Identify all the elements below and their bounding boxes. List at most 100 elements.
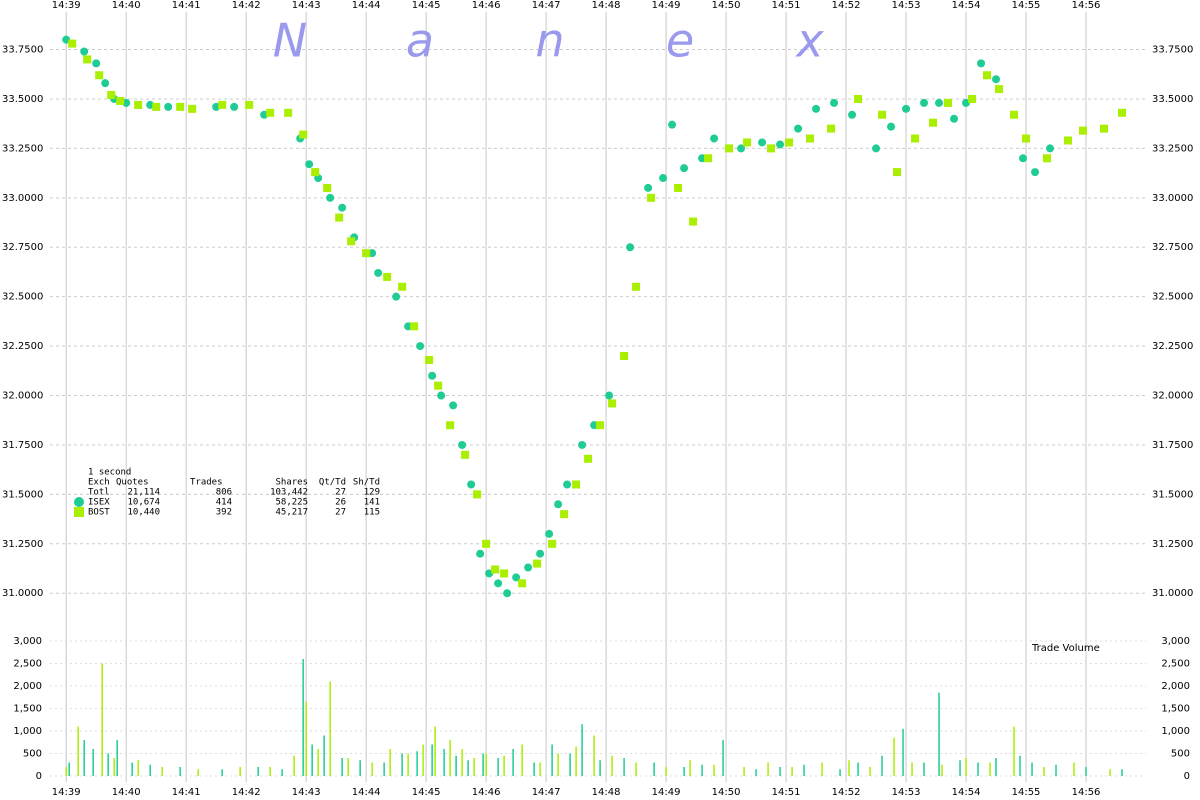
volume-bar [179,767,181,776]
trade-point [374,268,383,277]
y-tick-label: 31.0000 [2,588,43,599]
trade-point [266,108,275,117]
trade-point [911,134,920,143]
stats-cell: 45,217 [275,508,308,518]
x-tick-label: 14:43 [292,0,321,11]
trade-point [1079,126,1088,135]
trade-point [1022,134,1031,143]
trade-point [152,102,161,111]
stats-header: Sh/Td [353,478,380,488]
x-tick-label: 14:55 [1012,787,1041,798]
panel-title: Trade Volume [1031,643,1100,654]
trade-point [659,174,668,183]
x-tick-label: 14:51 [772,0,801,11]
volume-bar [359,760,361,776]
trade-point [968,94,977,103]
volume-bar [116,740,118,776]
trade-point [983,71,992,80]
volume-bar [1055,764,1057,776]
x-tick-label: 14:40 [112,787,141,798]
x-tick-label: 14:46 [472,787,501,798]
stats-cell: 58,225 [275,498,308,508]
volume-bar [269,767,271,776]
trade-point [893,168,902,177]
trade-point [944,98,953,107]
x-tick-label: 14:42 [232,787,261,798]
x-tick-label: 14:39 [52,0,81,11]
volume-bar [221,769,223,776]
stats-cell: 10,674 [127,498,160,508]
trade-point [164,102,173,111]
stats-cell: 141 [364,498,380,508]
y-tick-label: 32.0000 [1152,391,1193,402]
stats-cell: 414 [216,498,232,508]
stats-cell: 27 [335,488,346,498]
y-tick-label: 33.7500 [2,45,43,56]
trade-point [524,563,533,572]
volume-bar [689,760,691,776]
y-tick-label: 2,000 [1161,681,1190,692]
trade-point [101,79,110,88]
x-tick-label: 14:53 [892,787,921,798]
volume-bar [239,767,241,776]
y-tick-label: 32.5000 [1152,292,1193,303]
volume-bar [281,769,283,776]
y-tick-label: 33.5000 [1152,94,1193,105]
volume-bar [791,767,793,776]
volume-bar [599,760,601,776]
y-tick-label: 33.2500 [2,143,43,154]
volume-bar [302,659,304,776]
trade-point [491,565,500,574]
volume-bar [113,758,115,776]
trade-point [305,160,314,169]
x-tick-label: 14:55 [1012,0,1041,11]
volume-bar [977,762,979,776]
y-tick-label: 3,000 [1161,636,1190,647]
stats-header: Shares [275,478,308,488]
trade-point [902,104,911,113]
stats-header: Exch [88,478,110,488]
volume-bar [443,749,445,776]
volume-bar [995,758,997,776]
x-tick-label: 14:54 [952,0,981,11]
x-tick-label: 14:47 [532,0,561,11]
volume-bar [503,755,505,776]
trade-point [467,480,476,489]
stats-cell: Totl [88,488,110,498]
x-tick-label: 14:45 [412,787,441,798]
trade-point [920,98,929,107]
volume-bar [329,681,331,776]
volume-bar [341,758,343,776]
trade-point [812,104,821,113]
volume-bar [575,746,577,776]
trade-point [338,203,347,212]
x-tick-label: 14:49 [652,787,681,798]
x-tick-label: 14:44 [352,787,381,798]
legend-swatch [74,507,84,517]
volume-bar [512,749,514,776]
trade-point [548,539,557,548]
stats-cell: 103,442 [270,488,308,498]
stats-cell: 21,114 [127,488,160,498]
trade-point [608,399,617,408]
trade-point [848,110,857,119]
volume-bar [323,735,325,776]
watermark: e [666,14,694,68]
y-tick-label: 1,000 [13,726,42,737]
y-tick-label: 31.7500 [1152,440,1193,451]
y-tick-label: 31.7500 [2,440,43,451]
volume-bar [497,758,499,776]
trade-point [785,138,794,147]
trade-point [1100,124,1109,133]
y-tick-label: 0 [36,771,42,782]
volume-bar [1019,755,1021,776]
trade-point [68,39,77,48]
volume-bar [839,769,841,776]
volume-bar [635,762,637,776]
volume-bar [965,758,967,776]
trade-point [596,421,605,430]
volume-bar [959,760,961,776]
y-tick-label: 31.5000 [1152,489,1193,500]
trade-point [578,440,587,449]
volume-bar [401,753,403,776]
